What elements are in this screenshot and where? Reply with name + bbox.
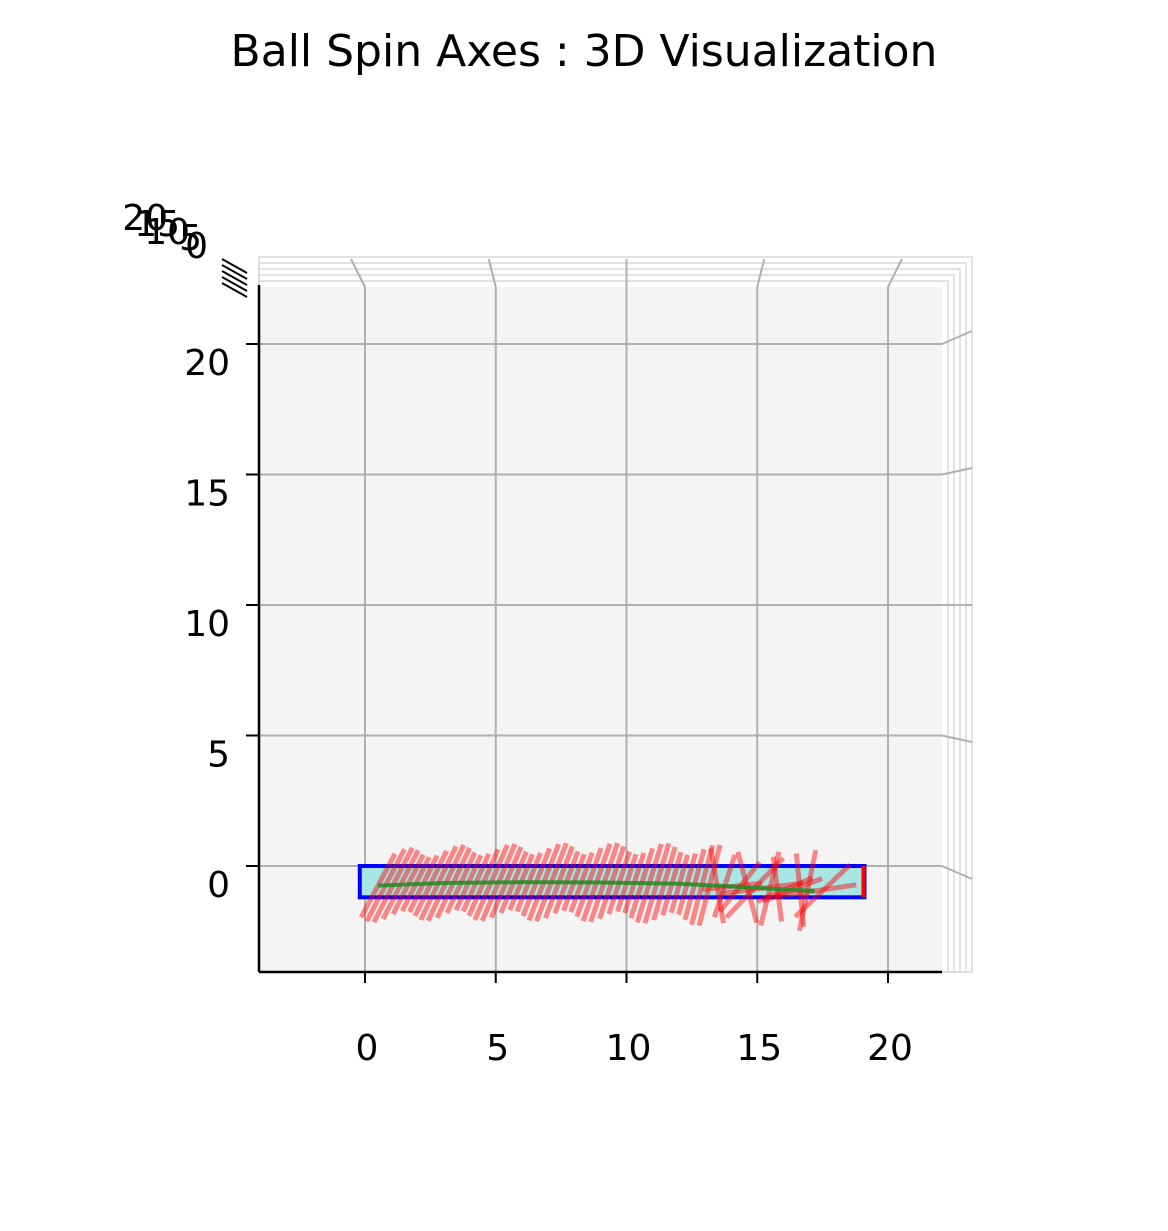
front-pane [259,287,942,972]
z-tick-label: 15 [134,204,180,245]
x-gridline-depth [350,258,366,288]
x-tick-label: 20 [867,1028,913,1069]
y-gridline-depth [941,467,973,476]
trajectory-layer [377,880,815,893]
z-tick-label: 5 [179,218,202,259]
y-tick-label: 0 [207,865,230,906]
y-tick-label: 15 [184,474,230,515]
z-tick-label: 0 [185,226,208,267]
x-tick-label: 5 [486,1028,509,1069]
spin-axis [793,862,852,919]
z-tick [221,270,248,286]
y-tick-label: 10 [184,604,230,645]
y-gridline-depth [941,330,973,345]
x-gridline-depth [756,258,766,288]
x-tick-label: 15 [736,1028,782,1069]
y-gridline-depth [941,865,973,880]
z-tick [221,276,248,292]
trajectory-line [377,880,815,893]
y-tick-label: 20 [184,343,230,384]
x-tick-label: 0 [356,1028,379,1069]
spin-axis [773,882,857,900]
z-tick-label: 10 [144,212,190,253]
z-tick-label: 20 [122,198,168,239]
x-gridline-depth [887,258,903,288]
z-tick [221,282,248,298]
chart-title: Ball Spin Axes : 3D Visualization [230,26,938,77]
y-tick-label: 5 [207,735,230,776]
z-tick [221,258,248,274]
y-gridline-depth [941,734,973,743]
z-tick [221,264,248,280]
x-tick-label: 10 [606,1028,652,1069]
x-gridline-depth [487,258,497,288]
